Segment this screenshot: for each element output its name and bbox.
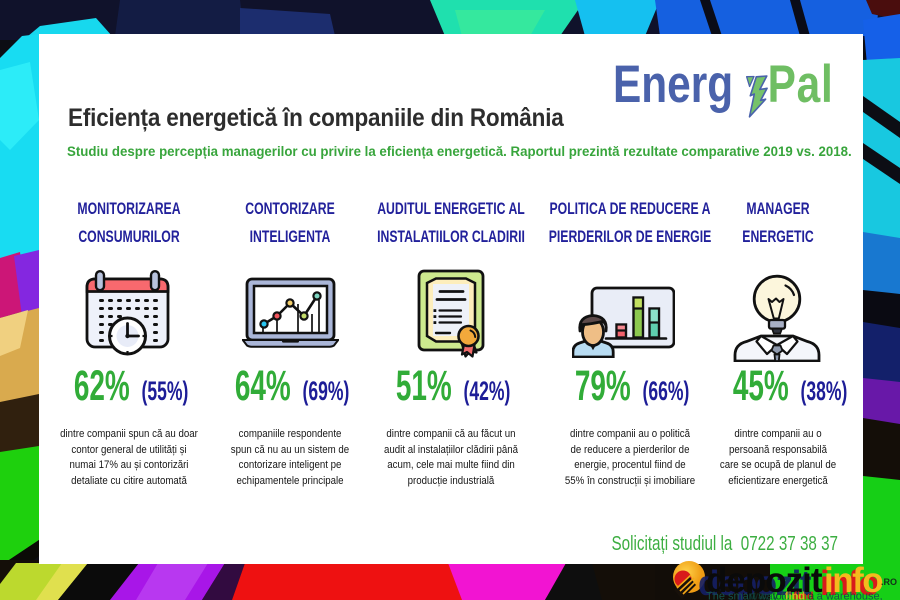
svg-text:depozit: depozit <box>698 564 812 600</box>
svg-text:depozit: depozit <box>706 561 823 600</box>
svg-text:info: info <box>824 561 883 600</box>
svg-text:The smart way to find a wareho: The smart way to find a warehouse, <box>706 591 883 600</box>
svg-text:info: info <box>820 564 879 600</box>
svg-text:way to find a: way to find a <box>749 591 815 600</box>
svg-text:.RO: .RO <box>881 577 897 587</box>
